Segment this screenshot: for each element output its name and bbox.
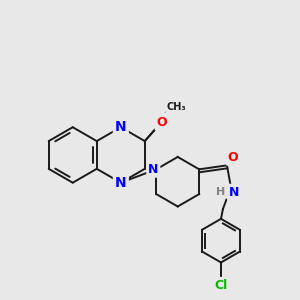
Text: N: N: [115, 120, 127, 134]
Text: H: H: [216, 187, 226, 197]
Text: N: N: [115, 120, 127, 134]
Text: O: O: [228, 151, 238, 164]
Text: N: N: [148, 163, 158, 176]
Text: N: N: [115, 176, 127, 190]
Text: N: N: [115, 176, 127, 190]
Text: CH₃: CH₃: [169, 104, 188, 114]
Text: O: O: [156, 116, 167, 129]
Text: N: N: [229, 186, 239, 199]
Text: CH₃: CH₃: [167, 102, 186, 112]
Text: O: O: [157, 115, 168, 128]
Text: Cl: Cl: [214, 279, 228, 292]
